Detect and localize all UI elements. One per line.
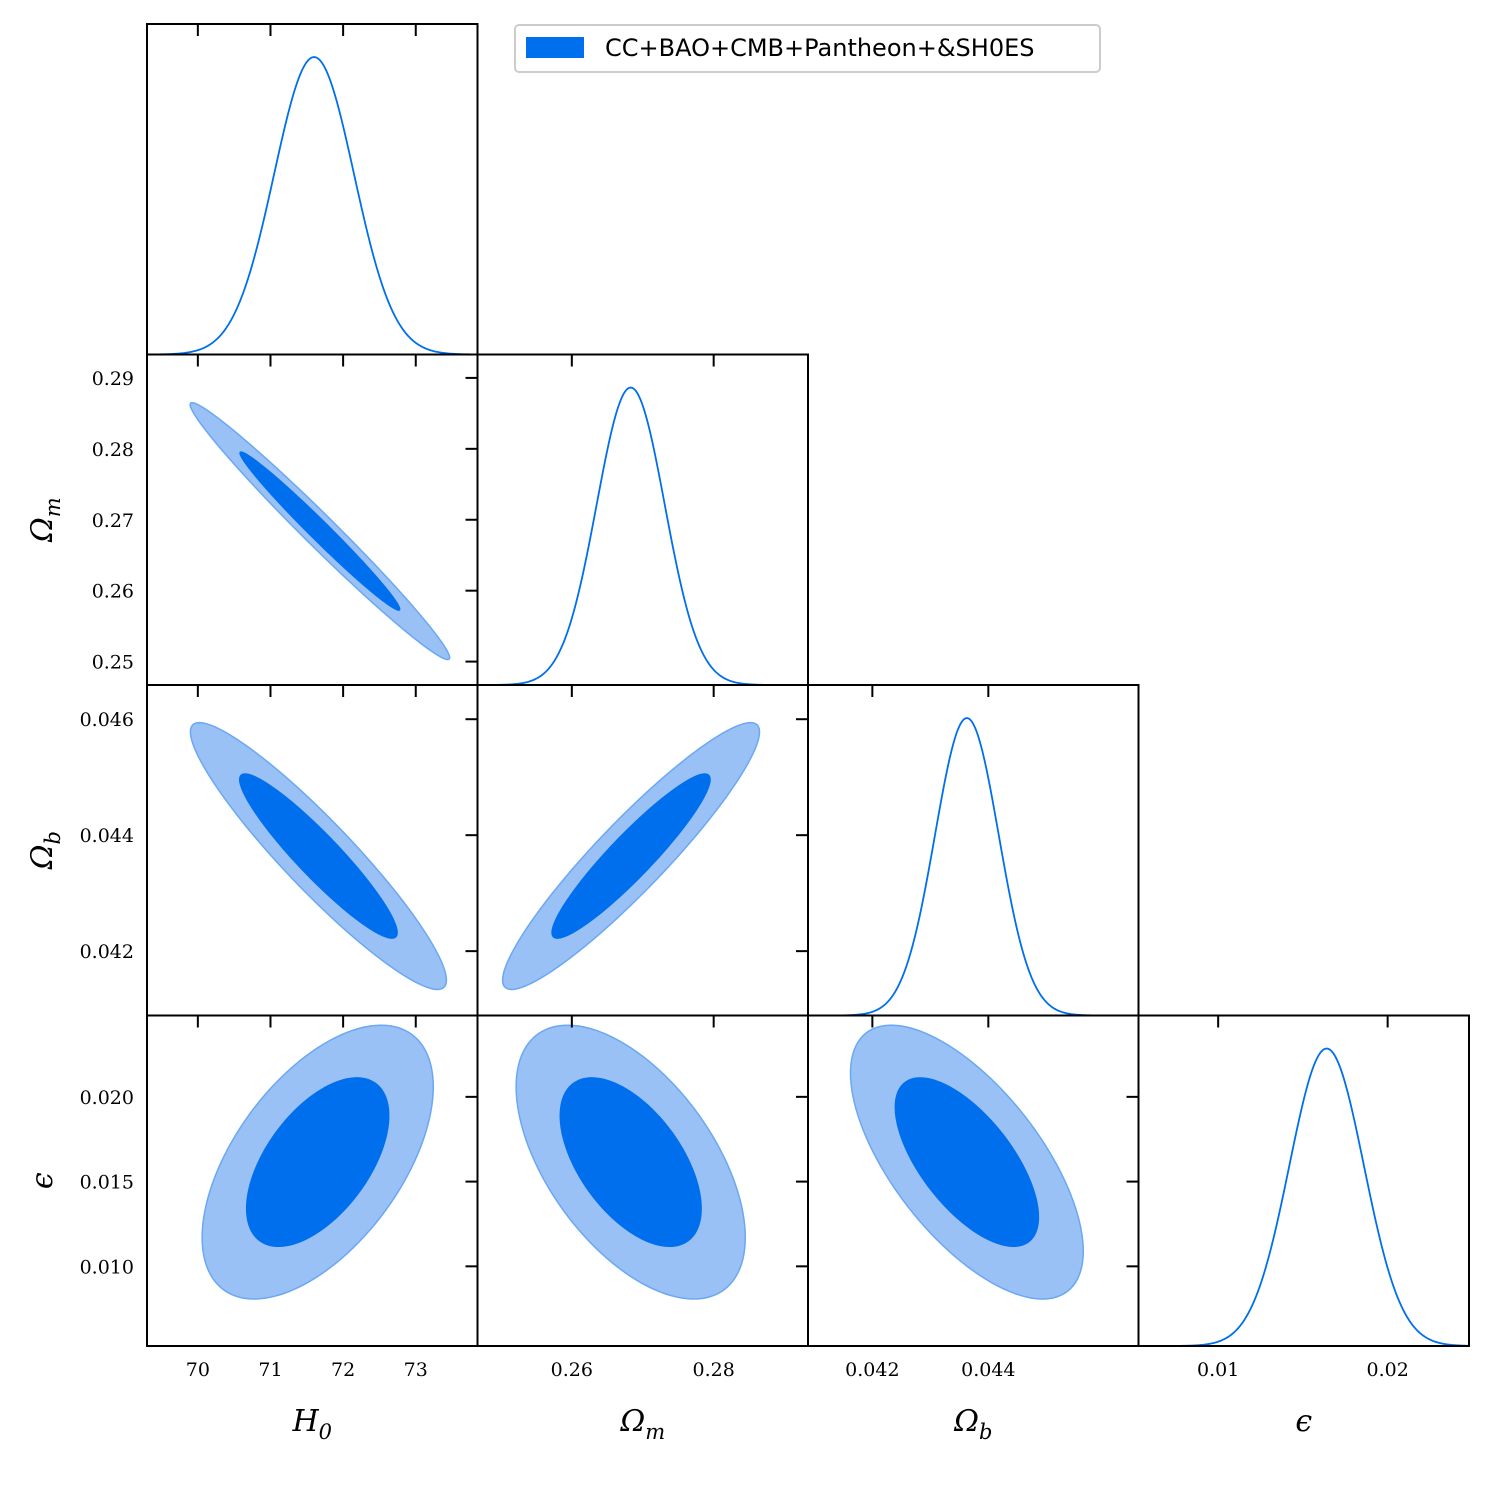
x-tick-label-epsilon: 0.02 bbox=[1366, 1359, 1408, 1381]
y-axis-label-epsilon: ϵ bbox=[25, 1172, 60, 1189]
panel-frame-Omega_b-Omega_b bbox=[807, 684, 1140, 1017]
y-tick-label-Omega_m: 0.29 bbox=[92, 368, 134, 390]
contour-68-Omega_b-epsilon bbox=[894, 1077, 1040, 1248]
y-tick-label-Omega_m: 0.25 bbox=[92, 652, 134, 674]
x-tick-label-Omega_m: 0.28 bbox=[693, 1359, 735, 1381]
panel-frame-epsilon-epsilon bbox=[1137, 1014, 1470, 1347]
x-tick-label-H0: 70 bbox=[186, 1359, 210, 1381]
x-tick-label-epsilon: 0.01 bbox=[1197, 1359, 1239, 1381]
y-tick-label-epsilon: 0.015 bbox=[80, 1172, 134, 1194]
x-tick-label-H0: 71 bbox=[258, 1359, 282, 1381]
x-axis-label-Omega_m: Ωm bbox=[619, 1404, 665, 1444]
legend-swatch bbox=[526, 37, 584, 58]
y-axis-label-Omega_m: Ωm bbox=[25, 497, 65, 543]
contour-68-Omega_m-Omega_b bbox=[551, 773, 711, 939]
y-tick-label-Omega_b: 0.042 bbox=[80, 941, 134, 963]
x-axis-label-Omega_b: Ωb bbox=[953, 1404, 992, 1444]
x-tick-label-Omega_b: 0.044 bbox=[961, 1359, 1015, 1381]
marginal-H0 bbox=[147, 56, 478, 356]
x-tick-label-H0: 73 bbox=[404, 1359, 428, 1381]
y-tick-label-Omega_m: 0.28 bbox=[92, 439, 134, 461]
panel-frame-H0-H0 bbox=[146, 23, 479, 356]
marginal-epsilon bbox=[1138, 1047, 1470, 1347]
marginal-Omega_m bbox=[477, 386, 808, 686]
contour-68-H0-epsilon bbox=[245, 1077, 390, 1248]
y-axis-label-Omega_b: Ωb bbox=[25, 831, 65, 870]
x-axis-label-epsilon: ϵ bbox=[1295, 1404, 1312, 1439]
contour-68-H0-Omega_b bbox=[238, 773, 398, 939]
y-tick-label-Omega_b: 0.044 bbox=[80, 825, 134, 847]
y-tick-label-Omega_m: 0.27 bbox=[92, 510, 134, 532]
panels: 70 71 72 73 H0 0.26 0.28 Ωm 0.042 0.044 Ωb 0.01 0.02… bbox=[25, 23, 1470, 1444]
contour-68-Omega_m-epsilon bbox=[559, 1077, 702, 1248]
contour-68-H0-Omega_m bbox=[239, 451, 401, 611]
x-tick-label-Omega_b: 0.042 bbox=[845, 1359, 899, 1381]
y-tick-label-epsilon: 0.010 bbox=[80, 1256, 134, 1278]
legend-label: CC+BAO+CMB+Pantheon+&SH0ES bbox=[605, 34, 1035, 62]
marginal-Omega_b bbox=[808, 717, 1139, 1017]
x-tick-label-Omega_m: 0.26 bbox=[551, 1359, 593, 1381]
y-tick-label-Omega_b: 0.046 bbox=[80, 709, 134, 731]
x-axis-label-H0: H0 bbox=[291, 1404, 332, 1444]
legend-frame bbox=[514, 24, 1101, 73]
legend: CC+BAO+CMB+Pantheon+&SH0ES bbox=[514, 24, 1101, 73]
y-tick-label-Omega_m: 0.26 bbox=[92, 581, 134, 603]
y-tick-label-epsilon: 0.020 bbox=[80, 1087, 134, 1109]
x-tick-label-H0: 72 bbox=[331, 1359, 355, 1381]
